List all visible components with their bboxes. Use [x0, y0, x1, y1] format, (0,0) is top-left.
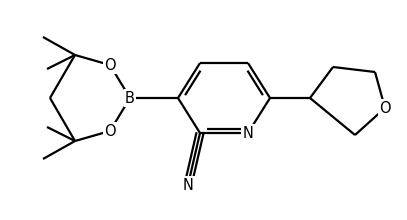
Text: O: O: [104, 57, 116, 73]
Text: O: O: [104, 123, 116, 139]
Text: N: N: [243, 125, 254, 141]
Text: N: N: [183, 178, 193, 192]
Text: B: B: [125, 90, 135, 106]
Text: O: O: [379, 101, 391, 116]
